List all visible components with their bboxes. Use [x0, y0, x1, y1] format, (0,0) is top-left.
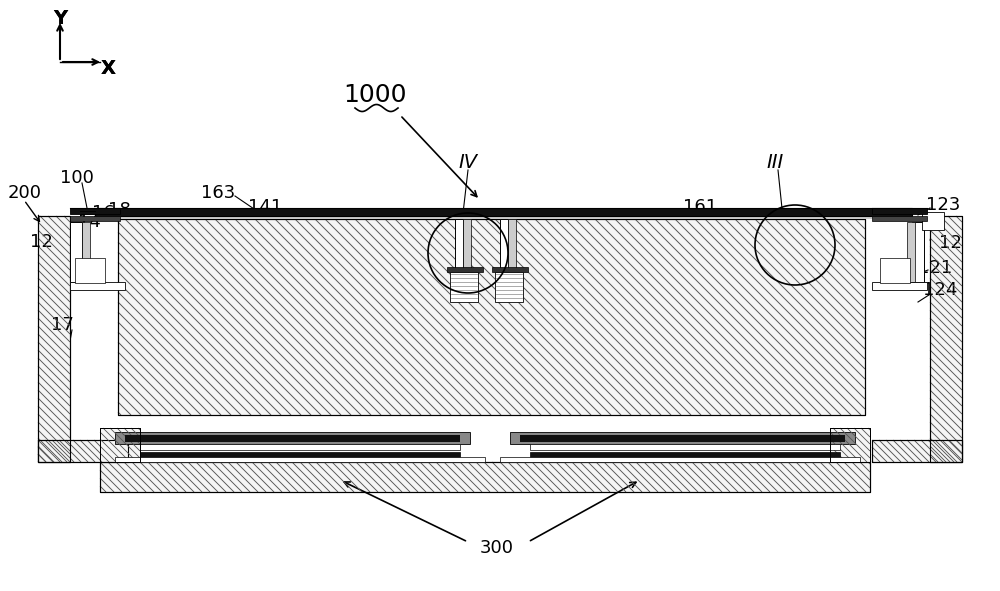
Bar: [912, 222, 924, 282]
Bar: [70, 216, 120, 221]
Bar: [140, 444, 460, 450]
Text: 1000: 1000: [343, 83, 407, 107]
Bar: [495, 272, 523, 302]
Text: 200: 200: [8, 184, 42, 202]
Bar: [118, 219, 865, 415]
Text: 18: 18: [108, 201, 131, 219]
Bar: [100, 462, 870, 492]
Text: IV: IV: [458, 154, 478, 173]
Text: X: X: [100, 59, 116, 77]
Text: 300: 300: [480, 539, 514, 557]
Text: 121: 121: [918, 259, 952, 277]
Bar: [872, 440, 962, 462]
Bar: [70, 222, 82, 282]
Bar: [907, 222, 915, 282]
Bar: [930, 216, 962, 462]
Bar: [530, 452, 840, 457]
Bar: [872, 208, 927, 214]
Bar: [70, 208, 120, 214]
Bar: [510, 432, 855, 444]
Bar: [450, 272, 478, 302]
Bar: [82, 222, 90, 282]
Bar: [38, 216, 70, 462]
Bar: [508, 219, 516, 269]
Text: 124: 124: [923, 281, 957, 299]
Bar: [872, 282, 927, 290]
Bar: [520, 435, 845, 442]
Text: 12: 12: [30, 233, 53, 251]
Bar: [125, 435, 460, 442]
Text: 123: 123: [926, 196, 960, 214]
Text: III: III: [766, 154, 784, 173]
Text: 17: 17: [51, 316, 73, 334]
Bar: [75, 258, 105, 283]
Bar: [100, 428, 140, 462]
Bar: [830, 428, 870, 462]
Bar: [118, 219, 865, 415]
Text: 14: 14: [78, 213, 101, 231]
Text: 16: 16: [92, 204, 115, 222]
Bar: [115, 457, 485, 462]
Bar: [872, 440, 962, 462]
Text: 161: 161: [683, 198, 717, 216]
Bar: [922, 212, 944, 230]
Bar: [880, 258, 910, 283]
Text: 141: 141: [248, 198, 282, 216]
Bar: [500, 457, 860, 462]
Text: 163: 163: [201, 184, 235, 202]
Bar: [830, 428, 870, 462]
Bar: [463, 219, 471, 269]
Bar: [530, 444, 840, 450]
Bar: [70, 282, 125, 290]
Bar: [38, 216, 70, 462]
Bar: [492, 267, 528, 272]
Bar: [115, 432, 470, 444]
Bar: [455, 219, 463, 269]
Text: 12: 12: [939, 234, 961, 252]
Bar: [500, 219, 508, 269]
Bar: [100, 428, 140, 462]
Bar: [38, 440, 128, 462]
Bar: [140, 452, 460, 457]
Text: 100: 100: [60, 169, 94, 187]
Text: Y: Y: [53, 8, 67, 28]
Bar: [872, 216, 927, 221]
Bar: [100, 462, 870, 492]
Bar: [447, 267, 483, 272]
Text: Y: Y: [53, 8, 67, 28]
Bar: [95, 216, 912, 219]
Bar: [95, 208, 912, 216]
Bar: [38, 440, 128, 462]
Text: X: X: [100, 59, 116, 77]
Bar: [930, 216, 962, 462]
